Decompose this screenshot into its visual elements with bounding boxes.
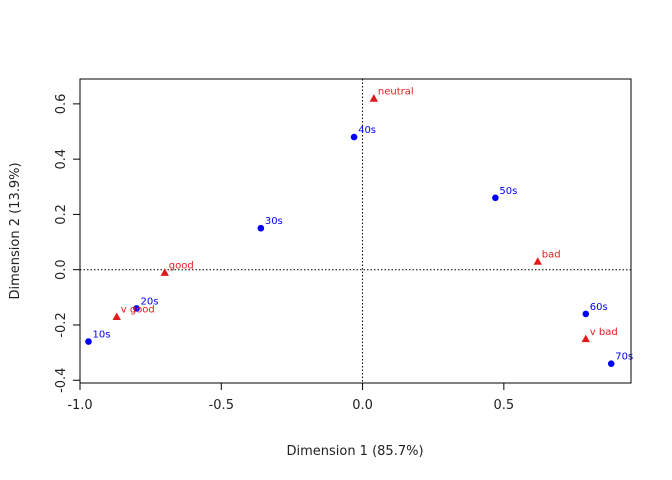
point-label: 20s: [141, 296, 159, 307]
y-axis-title: Dimension 2 (13.9%): [8, 162, 23, 299]
point-40s: [350, 133, 358, 141]
point-label: neutral: [378, 86, 414, 97]
axes: -1.0 -0.5 0.0 0.5 -0.4 -0.2 0.0 0.2 0.4 0.6: [54, 78, 632, 413]
point-30s: [257, 224, 265, 232]
plot-frame: [79, 78, 632, 384]
x-tick-label: -1.0: [67, 398, 92, 413]
point-v-good: [112, 312, 121, 321]
plot-area: 10s 20s 30s 40s 50s 60s 70s neutral good v good ba…: [80, 79, 633, 383]
point-label: 10s: [92, 330, 110, 341]
x-tick-label: -0.5: [209, 398, 234, 413]
point-label: 50s: [499, 186, 517, 197]
y-tick-label: -0.2: [54, 312, 69, 337]
point-50s: [492, 194, 499, 202]
point-neutral: [369, 94, 379, 102]
y-tick-label: 0.4: [54, 149, 69, 170]
point-bad: [533, 257, 542, 265]
point-20s: [133, 305, 140, 312]
point-10s: [85, 338, 92, 345]
y-tick-label: 0.0: [54, 259, 69, 280]
point-60s: [582, 310, 590, 318]
point-70s: [607, 360, 615, 367]
y-tick-label: 0.2: [54, 204, 69, 225]
point-label: 30s: [265, 216, 283, 227]
point-label: 70s: [615, 352, 633, 363]
point-good: [160, 268, 169, 276]
point-label: v bad: [590, 327, 618, 338]
point-label: bad: [542, 249, 561, 260]
point-label: 40s: [358, 125, 376, 136]
x-tick-label: 0.0: [352, 398, 373, 413]
point-label: good: [169, 260, 194, 271]
y-tick-label: -0.4: [54, 368, 69, 393]
point-label: 60s: [590, 302, 608, 313]
x-axis-title: Dimension 1 (85.7%): [286, 444, 423, 459]
point-label: v good: [121, 305, 155, 316]
x-tick-label: 0.5: [494, 398, 515, 413]
point-v-bad: [581, 334, 590, 343]
y-tick-label: 0.6: [54, 94, 69, 115]
